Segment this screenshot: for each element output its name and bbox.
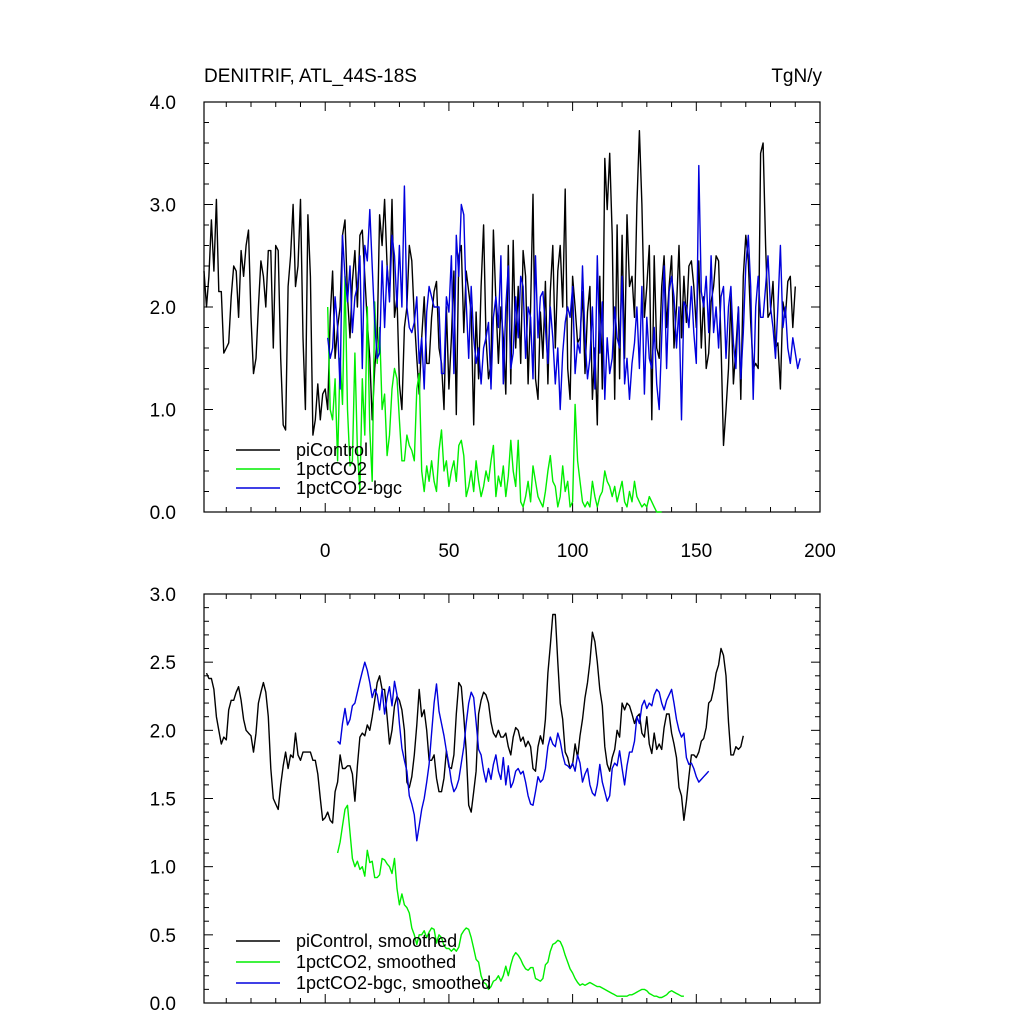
bottom-legend-label-2: 1pctCO2-bgc, smoothed xyxy=(296,973,491,993)
bottom-panel: 0.0 0.5 1.0 1.5 2.0 2.5 3.0 piControl, smoothed… xyxy=(150,585,821,1015)
top-series-line-2 xyxy=(327,164,801,421)
chart-title: DENITRIF, ATL_44S-18S xyxy=(204,66,417,87)
top-legend-label-0: piControl xyxy=(296,440,368,460)
bottom-y-tick-label: 1.5 xyxy=(150,790,176,811)
top-x-tick-label: 150 xyxy=(680,541,712,562)
top-panel: 0 50 100 150 2000.01.02.03.04.0piControl1pct… xyxy=(150,93,836,562)
bottom-legend-label-0: piControl, smoothed xyxy=(296,931,457,951)
top-x-tick-label: 50 xyxy=(438,541,459,562)
top-x-tick-label: 100 xyxy=(557,541,589,562)
top-x-tick-label: 200 xyxy=(804,541,836,562)
bottom-series-line-1 xyxy=(336,804,684,999)
top-legend-label-1: 1pctCO2 xyxy=(296,459,367,479)
top-y-tick-label: 1.0 xyxy=(150,401,176,422)
top-y-tick-label: 4.0 xyxy=(150,93,176,114)
top-series-line-1 xyxy=(327,275,662,513)
bottom-series-line-2 xyxy=(337,661,710,842)
bottom-y-tick-label: 1.0 xyxy=(150,858,176,879)
bottom-series-line-0 xyxy=(205,613,744,824)
bottom-y-tick-label: 2.0 xyxy=(150,721,176,742)
bottom-y-tick-label: 2.5 xyxy=(150,653,176,674)
top-y-tick-label: 2.0 xyxy=(150,298,176,319)
bottom-y-tick-label: 3.0 xyxy=(150,585,176,606)
bottom-y-tick-label: 0.0 xyxy=(150,994,176,1015)
top-x-tick-label: 0 xyxy=(320,541,331,562)
top-y-tick-label: 0.0 xyxy=(150,503,176,524)
bottom-legend-label-1: 1pctCO2, smoothed xyxy=(296,952,456,972)
top-legend-label-2: 1pctCO2-bgc xyxy=(296,478,402,498)
chart-units: TgN/y xyxy=(771,66,822,87)
top-y-tick-label: 3.0 xyxy=(150,196,176,217)
bottom-y-tick-label: 0.5 xyxy=(150,926,176,947)
